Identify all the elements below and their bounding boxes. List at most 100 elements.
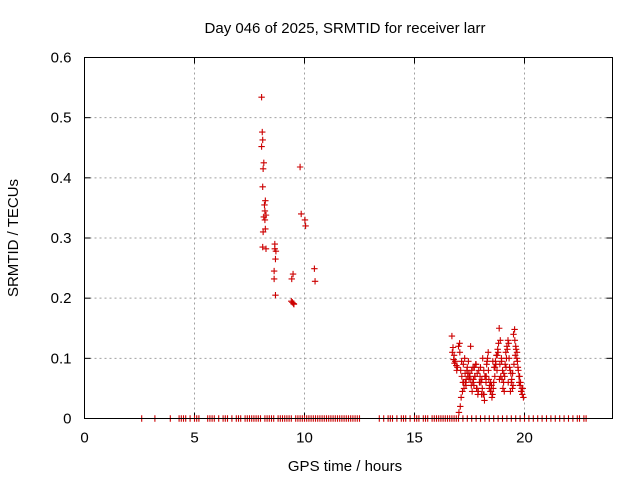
data-point <box>262 245 270 253</box>
data-point <box>270 275 278 283</box>
y-tick-label: 0.1 <box>51 350 72 367</box>
data-point <box>511 326 518 333</box>
data-point <box>497 373 504 380</box>
data-point <box>483 361 490 368</box>
data-point <box>508 376 515 383</box>
data-point <box>491 364 499 371</box>
data-point <box>272 248 280 255</box>
data-point <box>311 278 319 285</box>
data-point <box>516 373 523 380</box>
data-point <box>259 243 266 251</box>
data-point <box>455 343 462 350</box>
data-point <box>504 337 512 344</box>
data-point <box>272 291 279 299</box>
data-point <box>502 364 510 371</box>
data-point <box>262 197 269 204</box>
data-point <box>461 355 468 362</box>
data-point <box>450 356 457 363</box>
data-point <box>459 388 466 395</box>
data-point <box>498 358 505 365</box>
data-point <box>261 207 269 215</box>
data-point <box>519 385 526 392</box>
data-point <box>512 346 520 353</box>
data-point <box>520 394 527 401</box>
data-point <box>457 394 465 401</box>
data-point <box>485 349 492 356</box>
data-point <box>298 210 305 218</box>
data-point <box>311 265 318 272</box>
data-point <box>453 367 460 374</box>
data-point <box>455 409 463 416</box>
data-point <box>518 388 525 395</box>
data-point <box>454 364 461 371</box>
data-point <box>500 370 508 377</box>
data-point <box>483 373 490 380</box>
data-point <box>510 361 518 368</box>
x-tick-label: 20 <box>516 430 533 447</box>
data-point <box>507 388 514 395</box>
data-point <box>499 385 507 392</box>
data-point <box>496 376 503 383</box>
data-point <box>259 136 266 144</box>
data-point <box>475 367 482 374</box>
y-tick-label: 0.6 <box>51 50 72 67</box>
data-point <box>504 346 511 353</box>
data-point <box>496 325 503 332</box>
data-point <box>515 367 522 374</box>
data-point <box>509 370 516 377</box>
data-point <box>258 143 265 150</box>
data-point <box>478 376 486 383</box>
data-point <box>514 358 521 365</box>
data-point <box>259 128 266 136</box>
data-point <box>489 358 497 365</box>
x-tick-label: 15 <box>406 430 423 447</box>
data-point <box>467 343 474 350</box>
data-point <box>485 367 492 374</box>
data-point <box>513 355 520 362</box>
data-point <box>456 349 464 356</box>
data-point <box>511 337 519 344</box>
data-point <box>484 355 491 362</box>
data-point <box>494 346 501 353</box>
data-point <box>509 382 517 389</box>
data-point <box>261 201 268 209</box>
x-tick-label: 0 <box>80 430 88 447</box>
data-point <box>486 382 493 389</box>
data-point <box>448 332 456 340</box>
data-point <box>288 275 295 283</box>
x-tick-label: 10 <box>296 430 313 447</box>
data-point <box>519 391 526 398</box>
y-tick-label: 0.4 <box>51 170 72 187</box>
data-point <box>259 228 267 236</box>
chart-title: Day 046 of 2025, SRMTID for receiver lar… <box>205 20 486 37</box>
y-tick-label: 0.3 <box>51 230 72 247</box>
data-point <box>289 299 296 306</box>
data-point <box>467 376 475 383</box>
y-tick-label: 0 <box>63 411 71 428</box>
data-point <box>462 382 470 389</box>
data-point <box>473 385 481 392</box>
data-point <box>510 331 517 338</box>
data-point <box>261 216 269 224</box>
data-point <box>301 216 309 224</box>
data-point <box>499 367 506 374</box>
data-point <box>503 355 510 362</box>
data-point <box>471 373 478 380</box>
data-point <box>501 388 508 395</box>
data-point <box>481 397 488 404</box>
data-point <box>289 270 297 278</box>
data-point <box>259 165 267 173</box>
x-tick-label: 5 <box>190 430 198 447</box>
data-point <box>489 391 496 398</box>
data-point <box>458 373 465 380</box>
data-point <box>501 361 509 368</box>
data-point <box>516 379 523 386</box>
y-tick-label: 0.2 <box>51 290 72 307</box>
data-point <box>456 340 463 347</box>
data-point <box>464 370 472 377</box>
data-point <box>463 367 471 374</box>
data-point <box>494 352 501 359</box>
data-point <box>449 349 456 356</box>
data-point <box>488 394 496 401</box>
data-point <box>513 349 521 356</box>
